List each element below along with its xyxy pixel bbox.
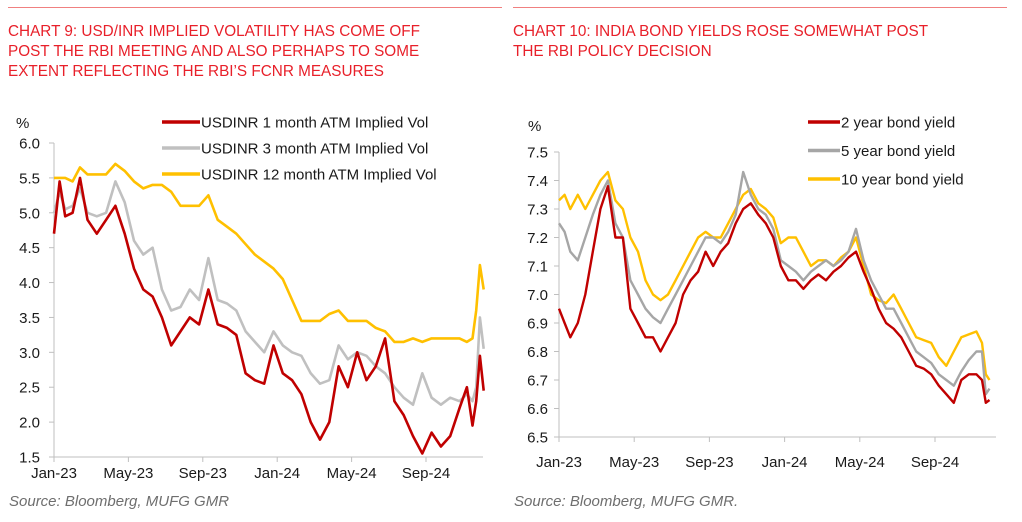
legend-label: USDINR 12 month ATM Implied Vol: [201, 167, 437, 184]
legend-label: 5 year bond yield: [841, 143, 955, 160]
legend-label: 10 year bond yield: [841, 172, 964, 189]
x-tick-label: Sep-24: [402, 465, 450, 482]
series-line-usdinr-1-month-atm-implied-vol: [52, 176, 485, 455]
legend-label: 2 year bond yield: [841, 115, 955, 132]
x-tick-label: Jan-23: [31, 465, 77, 482]
series-line-2-year-bond-yield: [557, 184, 991, 404]
title-line: POST THE RBI MEETING AND ALSO PERHAPS TO…: [8, 43, 420, 60]
y-tick-label: 3.5: [19, 310, 40, 327]
series-line-usdinr-12-month-atm-implied-vol: [54, 162, 485, 344]
series-line-5-year-bond-yield: [557, 170, 991, 396]
y-tick-label: 4.0: [19, 275, 40, 292]
x-tick-label: May-24: [327, 465, 377, 482]
x-tick-label: Sep-23: [685, 454, 733, 471]
y-tick-label: 7.4: [527, 173, 548, 190]
x-tick-label: Jan-24: [254, 465, 300, 482]
title-line: CHART 9: USD/INR IMPLIED VOLATILITY HAS …: [8, 23, 420, 40]
y-tick-label: 7.2: [527, 230, 548, 247]
y-tick-label: 6.0: [19, 136, 40, 153]
y-unit-label: %: [528, 118, 541, 135]
y-unit-label: %: [16, 115, 29, 132]
legend-label: USDINR 3 month ATM Implied Vol: [201, 141, 428, 158]
x-tick-label: May-23: [103, 465, 153, 482]
chart-10-plot: % 7.5 7.4 7.3 7.2 7.1 7.0 6.9 6.8 6.7 6.6 6.5 Jan-23…: [527, 115, 996, 471]
x-tick-label: Sep-23: [179, 465, 227, 482]
y-tick-label: 1.5: [19, 450, 40, 467]
y-tick-label: 7.0: [527, 287, 548, 304]
y-tick-label: 4.5: [19, 240, 40, 257]
chart-10-panel: CHART 10: INDIA BOND YIELDS ROSE SOMEWHA…: [510, 0, 1022, 522]
y-tick-label: 7.5: [527, 145, 548, 162]
y-tick-label: 2.5: [19, 380, 40, 397]
x-tick-label: May-23: [609, 454, 659, 471]
x-tick-label: Jan-24: [762, 454, 808, 471]
y-tick-label: 6.7: [527, 373, 548, 390]
chart-9-source: Source: Bloomberg, MUFG GMR: [9, 493, 230, 510]
title-line: THE RBI POLICY DECISION: [513, 43, 712, 60]
y-tick-label: 6.5: [527, 430, 548, 447]
chart-9-panel: CHART 9: USD/INR IMPLIED VOLATILITY HAS …: [0, 0, 510, 522]
title-line: EXTENT REFLECTING THE RBI’S FCNR MEASURE…: [8, 63, 384, 80]
y-tick-label: 3.0: [19, 345, 40, 362]
y-tick-label: 6.9: [527, 316, 548, 333]
y-tick-label: 7.3: [527, 202, 548, 219]
top-rule: [513, 7, 1007, 8]
chart-9-title: CHART 9: USD/INR IMPLIED VOLATILITY HAS …: [8, 22, 508, 82]
series-line-10-year-bond-yield: [558, 170, 991, 381]
chart-10-source: Source: Bloomberg, MUFG GMR.: [514, 493, 739, 510]
title-line: CHART 10: INDIA BOND YIELDS ROSE SOMEWHA…: [513, 23, 929, 40]
x-tick-label: Sep-24: [911, 454, 959, 471]
series-line-usdinr-3-month-atm-implied-vol: [52, 180, 485, 407]
y-tick-label: 5.5: [19, 170, 40, 187]
x-tick-label: Jan-23: [536, 454, 582, 471]
top-rule: [8, 7, 502, 8]
legend-label: USDINR 1 month ATM Implied Vol: [201, 115, 428, 132]
x-tick-label: May-24: [835, 454, 885, 471]
y-tick-label: 6.6: [527, 401, 548, 418]
y-tick-label: 6.8: [527, 344, 548, 361]
chart-10-title: CHART 10: INDIA BOND YIELDS ROSE SOMEWHA…: [513, 22, 1018, 62]
y-tick-label: 7.1: [527, 259, 548, 276]
y-tick-label: 5.0: [19, 205, 40, 222]
y-tick-label: 2.0: [19, 415, 40, 432]
